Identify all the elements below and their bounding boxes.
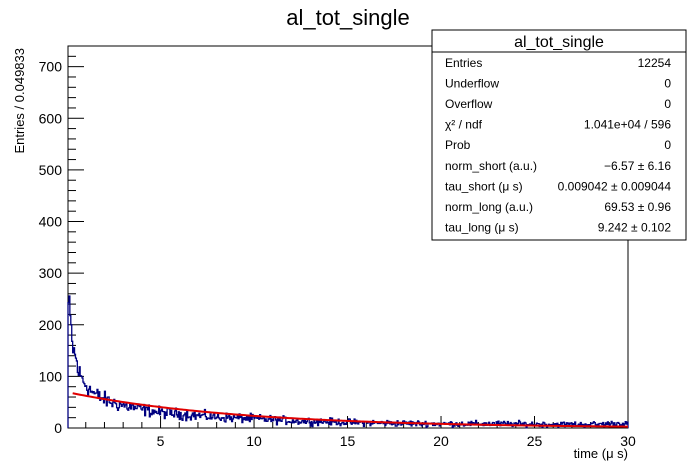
y-tick-label: 400 [39, 214, 63, 230]
stats-row-label: χ² / ndf [445, 118, 483, 132]
chart-title: al_tot_single [286, 5, 410, 30]
y-tick-label: 300 [39, 265, 63, 281]
fit-curve [72, 392, 629, 428]
stats-box-frame [431, 29, 687, 241]
stats-rows: Entries 12254 Underflow 0 Overflow 0 χ² / ndf 1… [445, 56, 671, 235]
y-axis-label: Entries / 0.049833 [12, 48, 27, 154]
x-tick-label: 25 [527, 433, 543, 449]
stats-row-value: 69.53 ± 0.96 [604, 200, 671, 214]
y-tick-label: 600 [39, 110, 63, 126]
x-tick-label: 30 [620, 433, 636, 449]
fit-curve-series [72, 392, 629, 428]
y-tick-label: 700 [39, 59, 63, 75]
histogram-line [67, 295, 629, 429]
stats-row-label: Overflow [445, 97, 493, 111]
stats-row-label: Underflow [445, 76, 499, 90]
stats-row-value: 9.242 ± 0.102 [598, 221, 672, 235]
stats-row-value: 12254 [638, 56, 672, 70]
y-tick-label: 200 [39, 317, 63, 333]
y-tick-label: 100 [39, 368, 63, 384]
x-tick-label: 10 [246, 433, 262, 449]
y-tick-label: 500 [39, 162, 63, 178]
stats-row-label: norm_long (a.u.) [445, 200, 533, 214]
x-tick-label: 5 [157, 433, 165, 449]
stats-row-value: 0.009042 ± 0.009044 [558, 179, 672, 193]
histogram-series [67, 295, 629, 429]
y-tick-label: 0 [54, 420, 62, 436]
stats-row-value: 1.041e+04 / 596 [584, 118, 671, 132]
stats-row-value: −6.57 ± 6.16 [604, 159, 671, 173]
stats-box-title: al_tot_single [514, 34, 604, 51]
stats-row-value: 0 [664, 138, 671, 152]
stats-box: al_tot_single Entries 12254 Underflow 0 Over… [431, 29, 687, 241]
stats-row-label: norm_short (a.u.) [445, 159, 537, 173]
x-tick-label: 15 [340, 433, 356, 449]
stats-row-value: 0 [664, 76, 671, 90]
x-tick-label: 20 [433, 433, 449, 449]
stats-row-label: Entries [445, 56, 482, 70]
stats-row-label: Prob [445, 138, 471, 152]
x-axis-label: time (μ s) [574, 446, 628, 461]
stats-row-value: 0 [664, 97, 671, 111]
stats-row-label: tau_long (μ s) [445, 221, 519, 235]
stats-row-label: tau_short (μ s) [445, 179, 523, 193]
